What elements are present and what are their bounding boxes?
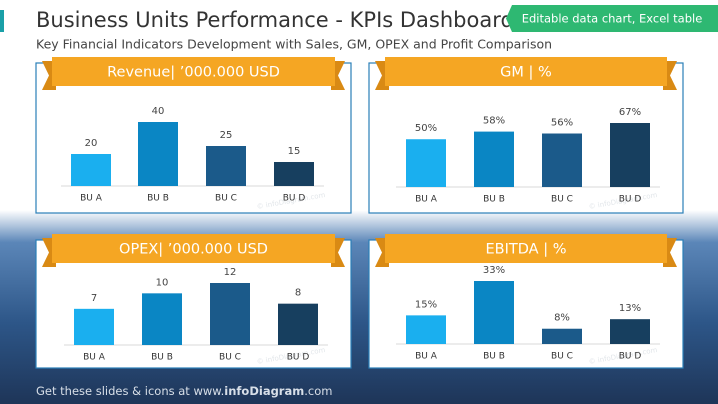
x-tick-label: BU D xyxy=(619,195,642,205)
bar xyxy=(74,308,114,345)
bar xyxy=(206,146,246,186)
footer-text: .com xyxy=(304,384,332,398)
bar xyxy=(138,122,178,186)
bar xyxy=(406,139,446,187)
bar xyxy=(210,283,250,345)
footer-text: Get these slides & icons at www. xyxy=(36,384,224,398)
x-tick-label: BU A xyxy=(415,352,438,362)
x-tick-label: BU C xyxy=(551,195,573,205)
value-label: 8% xyxy=(554,313,570,324)
x-tick-label: BU A xyxy=(415,195,438,205)
bar xyxy=(142,293,182,345)
value-label: 10 xyxy=(156,277,169,288)
x-tick-label: BU D xyxy=(619,352,642,362)
banner xyxy=(52,234,335,263)
x-tick-label: BU B xyxy=(483,352,505,362)
x-tick-label: BU D xyxy=(287,353,310,363)
bar xyxy=(542,328,582,344)
badge-text: Editable data chart, Excel table xyxy=(522,12,703,26)
chart-title: GM | % xyxy=(500,65,552,81)
banner xyxy=(385,234,667,263)
badge xyxy=(506,5,718,32)
x-tick-label: BU C xyxy=(551,352,573,362)
footer-brand: infoDiagram xyxy=(224,384,304,398)
value-label: 13% xyxy=(619,303,641,314)
value-label: 7 xyxy=(91,293,97,304)
chart-title: Revenue| ’000.000 USD xyxy=(107,65,280,81)
bar xyxy=(542,133,582,187)
bar xyxy=(274,162,314,186)
footer: Get these slides & icons at www.infoDiag… xyxy=(36,384,332,398)
x-tick-label: BU B xyxy=(151,353,173,363)
value-label: 25 xyxy=(220,130,233,141)
value-label: 33% xyxy=(483,265,505,276)
value-label: 15 xyxy=(288,146,301,157)
bar xyxy=(278,303,318,345)
slide-subtitle: Key Financial Indicators Development wit… xyxy=(36,37,552,52)
x-tick-label: BU C xyxy=(219,353,241,363)
x-tick-label: BU B xyxy=(483,195,505,205)
banner xyxy=(52,57,335,86)
value-label: 12 xyxy=(224,267,237,278)
value-label: 40 xyxy=(152,106,165,117)
x-tick-label: BU A xyxy=(80,194,103,204)
value-label: 58% xyxy=(483,116,505,127)
banner xyxy=(385,57,667,86)
chart-title: OPEX| ’000.000 USD xyxy=(119,242,268,258)
bar xyxy=(610,123,650,187)
bar xyxy=(474,281,514,344)
value-label: 20 xyxy=(85,138,98,149)
value-label: 50% xyxy=(415,123,437,134)
bar xyxy=(474,131,514,187)
value-label: 56% xyxy=(551,118,573,129)
x-tick-label: BU B xyxy=(147,194,169,204)
x-tick-label: BU A xyxy=(83,353,106,363)
value-label: 8 xyxy=(295,288,301,299)
panel xyxy=(35,62,352,214)
bar xyxy=(610,319,650,344)
x-tick-label: BU D xyxy=(283,194,306,204)
bar xyxy=(71,154,111,186)
value-label: 67% xyxy=(619,107,641,118)
value-label: 15% xyxy=(415,299,437,310)
x-tick-label: BU C xyxy=(215,194,237,204)
edge-marker xyxy=(0,10,4,32)
bar xyxy=(406,315,446,344)
slide-title: Business Units Performance - KPIs Dashbo… xyxy=(36,8,514,32)
chart-title: EBITDA | % xyxy=(486,242,567,258)
